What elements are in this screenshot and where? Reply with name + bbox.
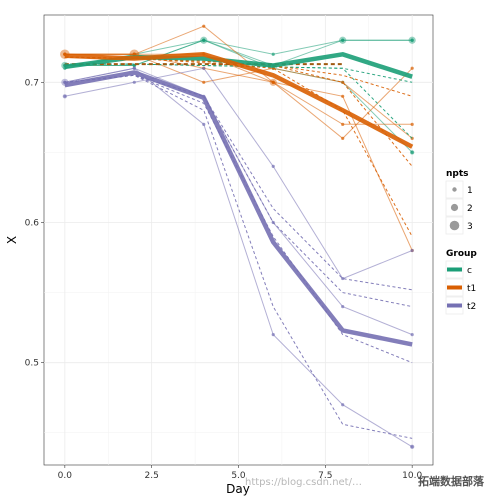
- watermark: https://blog.csdn.net/… 拓端数据部落: [245, 474, 485, 488]
- y-tick-label: 0.6: [25, 218, 40, 228]
- series-line-t2-fitted: [64, 74, 413, 308]
- legend-npts-label: 1: [467, 186, 473, 196]
- series-point-t2: [132, 66, 136, 70]
- series-point-t2: [410, 445, 414, 449]
- series-point-t2: [341, 304, 345, 309]
- legend-npts-title: npts: [446, 169, 469, 179]
- npts-point-c: [339, 36, 347, 44]
- gridlines: [44, 15, 433, 465]
- series-point-t1: [341, 136, 345, 140]
- legend-npts-swatch: [450, 203, 459, 212]
- series-point-c: [202, 38, 206, 42]
- npts-point-t1: [269, 78, 277, 86]
- npts-point-t2: [409, 444, 415, 449]
- legend-group-label: t1: [467, 284, 476, 294]
- series-point-t2: [132, 80, 136, 84]
- npts-point-t1: [129, 49, 140, 60]
- series-line-t1-mean: [64, 52, 414, 149]
- x-tick-label: 2.5: [145, 471, 159, 481]
- series-point-c: [341, 38, 345, 42]
- npts-point-c: [61, 61, 69, 70]
- series-line-t1-individual: [64, 53, 413, 139]
- series-point-t1: [341, 94, 345, 98]
- npts-point-t2: [61, 78, 69, 86]
- watermark-brand: 拓端数据部落: [418, 474, 485, 488]
- x-axis-title: Day: [226, 482, 250, 496]
- legend-group-label: c: [467, 266, 472, 276]
- series-point-c: [410, 38, 414, 42]
- series-point-t2: [341, 276, 345, 281]
- x-tick-label: 0.0: [58, 471, 73, 481]
- y-axis-title: X: [5, 236, 19, 244]
- series-point-t2: [271, 164, 275, 169]
- series-point-t2: [202, 66, 206, 70]
- watermark-url: https://blog.csdn.net/…: [245, 477, 362, 488]
- y-tick-label: 0.7: [25, 78, 39, 88]
- series-point-c: [271, 52, 275, 56]
- series-point-t1: [202, 80, 206, 84]
- legend-npts-label: 2: [467, 204, 473, 214]
- series-point-t2: [202, 122, 206, 126]
- series-point-t1: [341, 122, 345, 126]
- x-tick-label: 10.0: [402, 471, 422, 481]
- legend-npts-swatch: [449, 220, 460, 231]
- npts-point-c: [409, 150, 415, 155]
- series-point-t1: [271, 80, 275, 84]
- series-line-t2-mean: [64, 70, 413, 347]
- series-point-t2: [410, 333, 414, 337]
- data-points: [60, 36, 416, 449]
- series-point-t2: [410, 248, 414, 253]
- x-axis: 0.0 2.5 5.0 7.5 10.0: [58, 465, 422, 481]
- legend-npts: npts 1 2 3: [445, 169, 473, 235]
- legend-group: Group c t1 t2: [445, 249, 477, 315]
- y-axis: 0.5 0.6 0.7: [25, 78, 44, 369]
- series-point-t1: [202, 24, 206, 28]
- series-line-t2-individual: [64, 67, 413, 448]
- mean-lines: [64, 52, 414, 347]
- legend-group-title: Group: [446, 249, 477, 259]
- npts-point-t2: [62, 94, 68, 99]
- series-point-t2: [341, 403, 345, 407]
- npts-point-c: [200, 36, 208, 44]
- x-tick-label: 7.5: [318, 471, 332, 481]
- y-tick-label: 0.5: [25, 359, 39, 369]
- legend-group-label: t2: [467, 302, 476, 312]
- x-tick-label: 5.0: [231, 471, 246, 481]
- npts-point-c: [408, 36, 416, 44]
- legend-npts-swatch: [452, 187, 457, 192]
- series-point-t2: [271, 333, 275, 337]
- legend-npts-label: 3: [467, 222, 473, 232]
- series-point-t2: [63, 94, 67, 98]
- series-line-t2-individual: [64, 67, 413, 280]
- series-point-c: [410, 150, 414, 154]
- npts-point-t1: [60, 49, 70, 60]
- series-point-t1: [410, 122, 414, 126]
- series-point-t1: [410, 66, 414, 70]
